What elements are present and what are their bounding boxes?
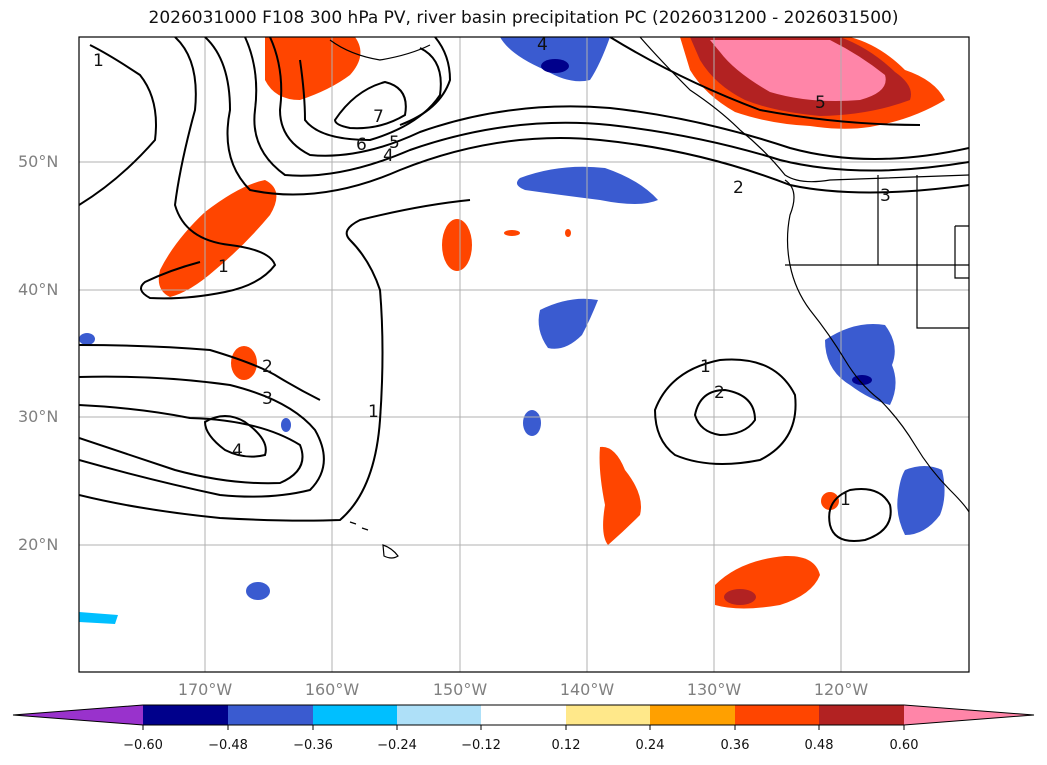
colorbar-segment bbox=[228, 705, 313, 725]
contour-label: 1 bbox=[93, 51, 104, 71]
colorbar-segment bbox=[650, 705, 735, 725]
lon-label: 160°W bbox=[304, 680, 360, 699]
colorbar-segment bbox=[143, 705, 228, 725]
contour-label: 6 bbox=[356, 135, 367, 155]
contour-label: 7 bbox=[373, 107, 384, 127]
map-title: 2026031000 F108 300 hPa PV, river basin … bbox=[148, 8, 899, 28]
colorbar-tick: 0.60 bbox=[889, 738, 919, 753]
contour-label: 1 bbox=[218, 257, 229, 277]
map-frame bbox=[78, 36, 970, 673]
contour-label: 1 bbox=[368, 402, 379, 422]
contour-label: 2 bbox=[714, 383, 725, 403]
contour-label: 3 bbox=[262, 389, 273, 409]
precip-shading bbox=[79, 37, 945, 624]
colorbar-tick: 0.48 bbox=[804, 738, 834, 753]
colorbar-segment bbox=[735, 705, 819, 725]
colorbar-tick: −0.12 bbox=[461, 738, 501, 753]
contour-labels: 1 1 1 1 1 1 2 2 2 3 3 4 4 4 5 5 6 7 bbox=[93, 35, 891, 510]
contour-label: 5 bbox=[389, 133, 400, 153]
lat-label: 30°N bbox=[18, 407, 59, 426]
colorbar-tick: −0.24 bbox=[377, 738, 417, 753]
pv-contours bbox=[79, 37, 969, 542]
colorbar-segment bbox=[481, 705, 566, 725]
lon-label: 150°W bbox=[432, 680, 488, 699]
contour-label: 3 bbox=[880, 186, 891, 206]
lon-label: 140°W bbox=[559, 680, 615, 699]
contour-label: 2 bbox=[733, 178, 744, 198]
colorbar-extend-high bbox=[904, 705, 1034, 725]
colorbar-tick: −0.60 bbox=[123, 738, 163, 753]
colorbar-segment bbox=[313, 705, 397, 725]
lat-label: 40°N bbox=[18, 280, 59, 299]
colorbar-tick: 0.24 bbox=[635, 738, 665, 753]
colorbar bbox=[12, 704, 1035, 730]
lat-label: 50°N bbox=[18, 152, 59, 171]
colorbar-tick: −0.36 bbox=[293, 738, 333, 753]
contour-label: 1 bbox=[700, 357, 711, 377]
lon-label: 130°W bbox=[686, 680, 742, 699]
contour-label: 4 bbox=[537, 35, 548, 55]
colorbar-extend-low bbox=[13, 705, 143, 725]
colorbar-segment bbox=[566, 705, 650, 725]
colorbar-tick: 0.12 bbox=[551, 738, 581, 753]
contour-label: 4 bbox=[232, 441, 243, 461]
contour-label: 2 bbox=[262, 357, 273, 377]
graticule bbox=[79, 37, 969, 672]
colorbar-segment bbox=[397, 705, 481, 725]
contour-label: 1 bbox=[840, 490, 851, 510]
lon-label: 120°W bbox=[813, 680, 869, 699]
colorbar-tick: 0.36 bbox=[720, 738, 750, 753]
contour-label: 4 bbox=[383, 146, 394, 166]
colorbar-tick: −0.48 bbox=[208, 738, 248, 753]
colorbar-segment bbox=[819, 705, 904, 725]
contour-label: 5 bbox=[815, 93, 826, 113]
lat-label: 20°N bbox=[18, 535, 59, 554]
lon-label: 170°W bbox=[177, 680, 233, 699]
